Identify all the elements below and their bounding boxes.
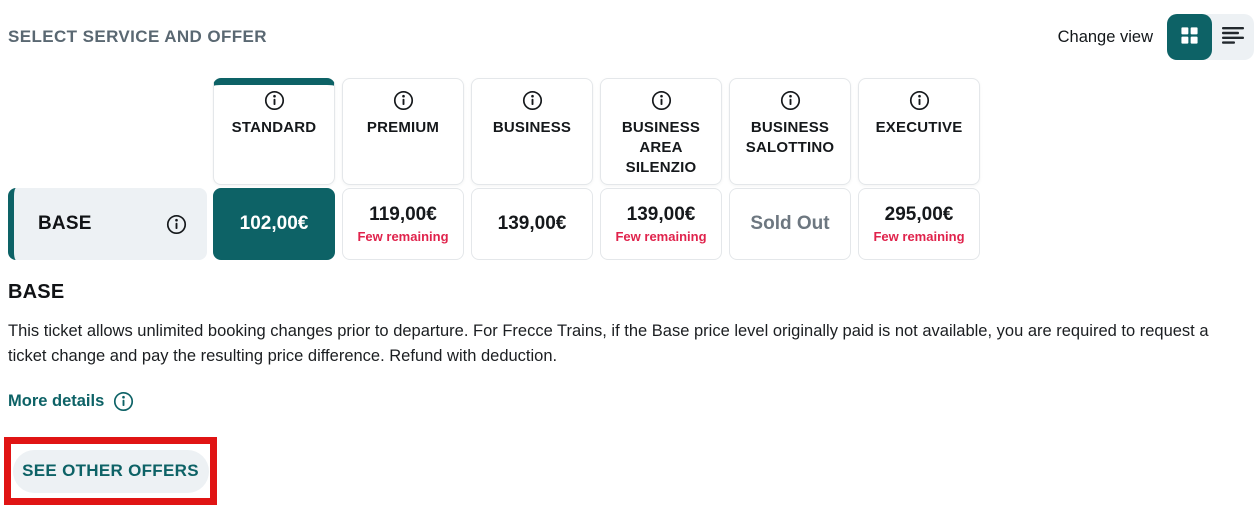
availability-note: Few remaining [357,229,449,244]
panel-header: SELECT SERVICE AND OFFER Change view [8,12,1254,62]
service-name: BUSINESS [492,119,572,136]
grid-view-button[interactable] [1167,14,1212,60]
info-icon[interactable] [264,90,285,111]
info-icon[interactable] [166,214,187,235]
offer-cell-standard[interactable]: 102,00€ [213,188,335,260]
service-column-business[interactable]: BUSINESS [471,78,593,185]
service-column-executive[interactable]: EXECUTIVE [858,78,980,185]
info-icon [113,391,134,412]
annotation-highlight-box: SEE OTHER OFFERS [4,437,217,505]
service-columns: STANDARD PREMIUM BUSINESS BUSINESS AREA SIL… [213,78,980,185]
service-name: PREMIUM [366,119,440,136]
service-name: BUSINESS AREA SILENZIO [621,119,701,176]
sold-out-label: Sold Out [750,213,830,234]
more-details-label: More details [8,392,105,410]
info-icon[interactable] [393,90,414,111]
view-switch: Change view [1058,14,1254,60]
offer-cell-business-area-silenzio[interactable]: 139,00€ Few remaining [600,188,722,260]
offer-cell-business-salottino: Sold Out [729,188,851,260]
page-title: SELECT SERVICE AND OFFER [8,27,267,46]
offer-row: BASE 102,00€ 119,00€ Few remaining 139,00€ 1… [8,188,980,260]
see-other-offers-button[interactable]: SEE OTHER OFFERS [12,449,209,493]
service-column-standard[interactable]: STANDARD [213,78,335,185]
price-value: 102,00€ [239,213,309,234]
service-name: STANDARD [231,119,317,136]
offer-row-label: BASE [38,213,92,234]
offer-cell-premium[interactable]: 119,00€ Few remaining [342,188,464,260]
availability-note: Few remaining [615,229,707,244]
price-value: 295,00€ [884,204,954,225]
list-view-icon [1222,26,1244,48]
service-name: EXECUTIVE [875,119,963,136]
service-column-premium[interactable]: PREMIUM [342,78,464,185]
info-icon[interactable] [909,90,930,111]
price-value: 139,00€ [497,213,567,234]
service-column-business-area-silenzio[interactable]: BUSINESS AREA SILENZIO [600,78,722,185]
offer-description: This ticket allows unlimited booking cha… [8,322,1209,365]
view-toggle-group [1167,14,1254,60]
grid-view-icon [1180,26,1199,48]
service-name: BUSINESS SALOTTINO [745,119,835,156]
price-value: 139,00€ [626,204,696,225]
info-icon[interactable] [780,90,801,111]
offer-price-cells: 102,00€ 119,00€ Few remaining 139,00€ 139,00… [213,188,980,260]
offer-row-base: BASE [8,188,207,260]
offer-cell-executive[interactable]: 295,00€ Few remaining [858,188,980,260]
offer-details: BASE This ticket allows unlimited bookin… [8,281,1238,412]
offer-cell-business[interactable]: 139,00€ [471,188,593,260]
list-view-button[interactable] [1212,14,1254,60]
more-details-link[interactable]: More details [8,391,134,412]
change-view-label: Change view [1057,27,1153,46]
info-icon[interactable] [651,90,672,111]
info-icon[interactable] [522,90,543,111]
availability-note: Few remaining [873,229,965,244]
service-column-business-salottino[interactable]: BUSINESS SALOTTINO [729,78,851,185]
price-value: 119,00€ [369,204,437,225]
offer-details-heading: BASE [8,281,65,303]
